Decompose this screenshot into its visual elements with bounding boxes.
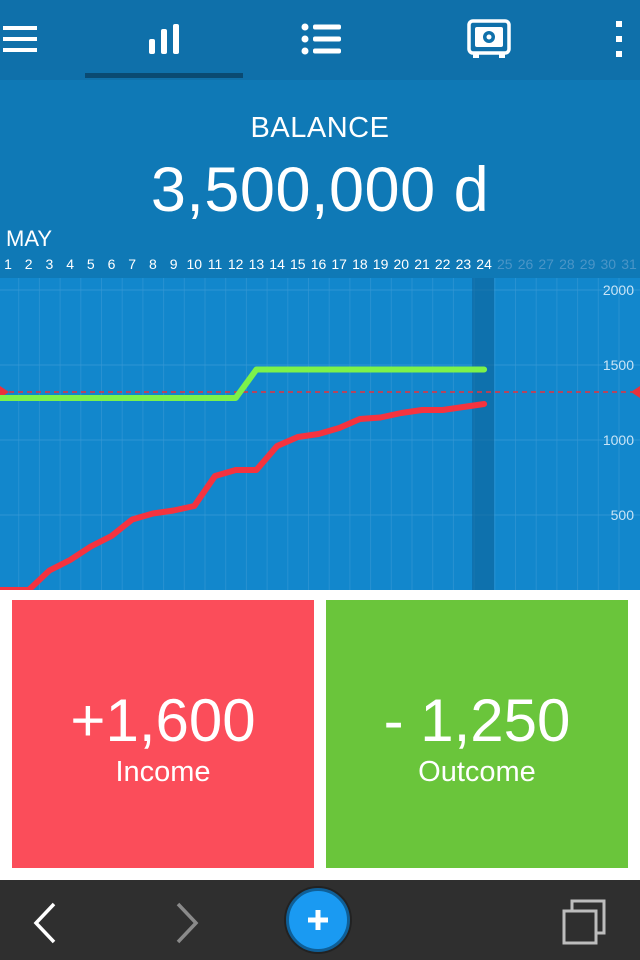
day-label: 11: [207, 256, 223, 272]
menu-button[interactable]: [0, 0, 42, 78]
day-label: 26: [517, 256, 534, 272]
list-icon: [301, 23, 341, 55]
copy-windows-icon: [562, 899, 606, 945]
day-label: 22: [434, 256, 451, 272]
day-label: 20: [393, 256, 410, 272]
current-day-highlight: [472, 278, 495, 590]
hamburger-menu-icon: [3, 26, 37, 52]
day-axis: 1 2 3 4 5 6 7 8 9 10 11 12 13 14 15 16 17 18 19 20 21 22 23 24 2…: [0, 256, 640, 276]
day-label: 31: [621, 256, 637, 272]
day-label: 8: [148, 256, 157, 272]
chevron-right-icon: [176, 902, 199, 944]
day-label: 28: [559, 256, 575, 272]
bar-chart-icon: [149, 24, 179, 54]
day-label: 24: [476, 256, 492, 272]
balance-amount: 3,500,000 d: [150, 155, 490, 225]
y-tick-label: 1000: [603, 432, 634, 448]
tab-statistics[interactable]: [85, 0, 243, 78]
day-label: 23: [455, 256, 472, 272]
outcome-card[interactable]: - 1,250 Outcome: [326, 600, 628, 868]
day-label: 17: [331, 256, 347, 272]
day-label: 25: [497, 256, 513, 272]
y-tick-label: 500: [611, 507, 635, 523]
chart-svg: 2000 1500 1000 500: [0, 278, 640, 590]
tab-transactions[interactable]: [243, 0, 401, 78]
day-label: 12: [227, 256, 244, 272]
more-vertical-icon: [616, 21, 622, 57]
tab-wallet[interactable]: [410, 0, 568, 78]
plus-icon: [308, 910, 328, 930]
outcome-amount: - 1,250: [383, 687, 571, 754]
back-button[interactable]: [20, 898, 70, 948]
day-label: 18: [352, 256, 368, 272]
day-label: 7: [128, 256, 137, 272]
day-label: 19: [372, 256, 389, 272]
day-label: 27: [538, 256, 554, 272]
day-label: 16: [310, 256, 327, 272]
day-label: 4: [66, 256, 74, 272]
day-label: 14: [269, 256, 285, 272]
day-label: 9: [169, 256, 178, 272]
windows-button[interactable]: [552, 894, 616, 950]
forward-button[interactable]: [162, 898, 212, 948]
day-label: 6: [107, 256, 116, 272]
add-transaction-button[interactable]: [286, 888, 350, 952]
month-label: MAY: [6, 226, 53, 251]
outcome-label: Outcome: [418, 756, 536, 788]
day-label: 10: [186, 256, 203, 272]
day-label: 29: [579, 256, 596, 272]
day-label: 1: [4, 256, 12, 272]
day-label: 5: [86, 256, 95, 272]
income-card[interactable]: +1,600 Income: [12, 600, 314, 868]
day-label: 3: [45, 256, 54, 272]
day-label: 2: [24, 256, 33, 272]
y-tick-label: 1500: [603, 357, 634, 373]
day-label: 13: [248, 256, 265, 272]
day-label: 15: [290, 256, 306, 272]
series-line-income: [0, 366, 488, 401]
balance-chart[interactable]: 2000 1500 1000 500: [0, 278, 640, 590]
safe-icon: [467, 19, 511, 58]
income-amount: +1,600: [70, 687, 256, 754]
top-toolbar: [0, 0, 640, 80]
day-label: 21: [414, 256, 430, 272]
overflow-menu-button[interactable]: [598, 0, 640, 78]
balance-label: BALANCE: [250, 112, 390, 144]
series-line-outcome: [0, 401, 488, 590]
threshold-marker-right: [631, 386, 640, 398]
y-tick-label: 2000: [603, 282, 634, 298]
income-label: Income: [115, 756, 211, 788]
active-tab-indicator: [85, 73, 243, 78]
day-label: 30: [600, 256, 617, 272]
chevron-left-icon: [33, 902, 56, 944]
